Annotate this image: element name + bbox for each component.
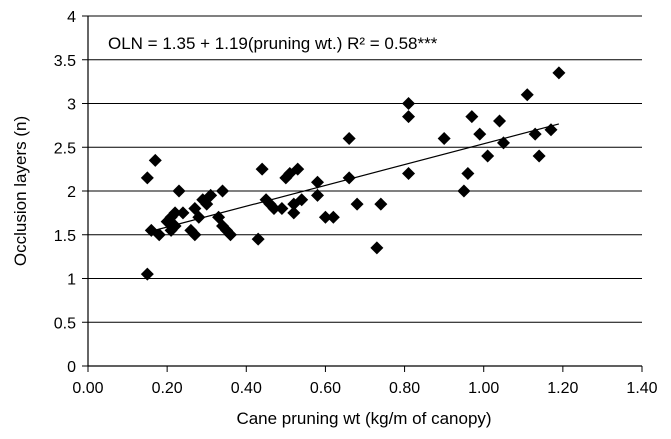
data-point (255, 162, 269, 176)
data-point (461, 167, 475, 180)
data-point (402, 110, 416, 124)
data-point (188, 228, 202, 242)
x-tick-label: 1.20 (547, 380, 578, 397)
x-tick-label: 0.40 (231, 380, 262, 397)
y-tick-label: 3 (67, 97, 76, 114)
data-point (465, 110, 479, 124)
x-tick-label: 0.00 (72, 380, 103, 397)
x-tick-label: 0.20 (152, 380, 183, 397)
data-point (374, 197, 388, 211)
y-tick-label: 0.5 (54, 315, 76, 332)
regression-equation: OLN = 1.35 + 1.19(pruning wt.) R² = 0.58… (108, 34, 438, 53)
x-tick-label: 0.80 (389, 380, 420, 397)
x-axis-title: Cane pruning wt (kg/m of canopy) (236, 409, 491, 428)
y-tick-label: 2.5 (54, 140, 76, 157)
data-point (152, 228, 166, 242)
data-point (168, 219, 182, 233)
data-point (544, 123, 558, 137)
data-point (342, 171, 356, 185)
data-point (457, 184, 471, 198)
data-point (481, 149, 495, 163)
data-point (295, 193, 309, 207)
x-tick-label: 1.00 (468, 380, 499, 397)
gridlines (88, 15, 642, 323)
data-point (168, 206, 182, 220)
data-point (552, 66, 566, 80)
data-point (140, 267, 154, 281)
data-point (311, 175, 325, 189)
data-point (473, 127, 487, 141)
data-point (402, 167, 416, 180)
data-point (204, 188, 218, 202)
data-point (370, 241, 384, 255)
y-tick-label: 0 (67, 359, 76, 376)
y-tick-label: 2 (67, 184, 76, 201)
data-point (311, 188, 325, 202)
data-point (251, 232, 265, 246)
data-point (275, 202, 289, 215)
data-point (342, 132, 356, 145)
y-tick-label: 4 (67, 9, 76, 26)
data-point (520, 88, 534, 102)
data-point (350, 197, 364, 211)
data-point (223, 228, 237, 242)
data-point (493, 114, 507, 128)
data-point (267, 202, 281, 215)
x-tick-label: 0.60 (310, 380, 341, 397)
data-point (172, 184, 186, 198)
data-points (140, 66, 566, 281)
tick-labels: 0 0.5 1 1.5 2 2.5 3 3.5 4 0.00 0.20 0.40 0.60 0.80 1.0… (54, 9, 658, 397)
data-point (497, 136, 510, 150)
axes (82, 15, 643, 372)
data-point (528, 127, 542, 141)
data-point (318, 210, 332, 224)
data-point (402, 97, 416, 110)
data-point (437, 132, 451, 145)
y-tick-label: 1 (67, 272, 76, 289)
data-point (148, 153, 162, 167)
data-point (216, 184, 230, 198)
data-point (287, 206, 301, 220)
y-axis-title: Occlusion layers (n) (11, 116, 30, 266)
data-point (192, 210, 206, 224)
data-point (326, 210, 340, 224)
x-tick-label: 1.40 (626, 380, 657, 397)
data-point (532, 149, 546, 163)
y-tick-label: 1.5 (54, 228, 76, 245)
y-tick-label: 3.5 (54, 53, 76, 70)
data-point (291, 162, 305, 176)
data-point (140, 171, 154, 185)
data-point (176, 206, 190, 220)
